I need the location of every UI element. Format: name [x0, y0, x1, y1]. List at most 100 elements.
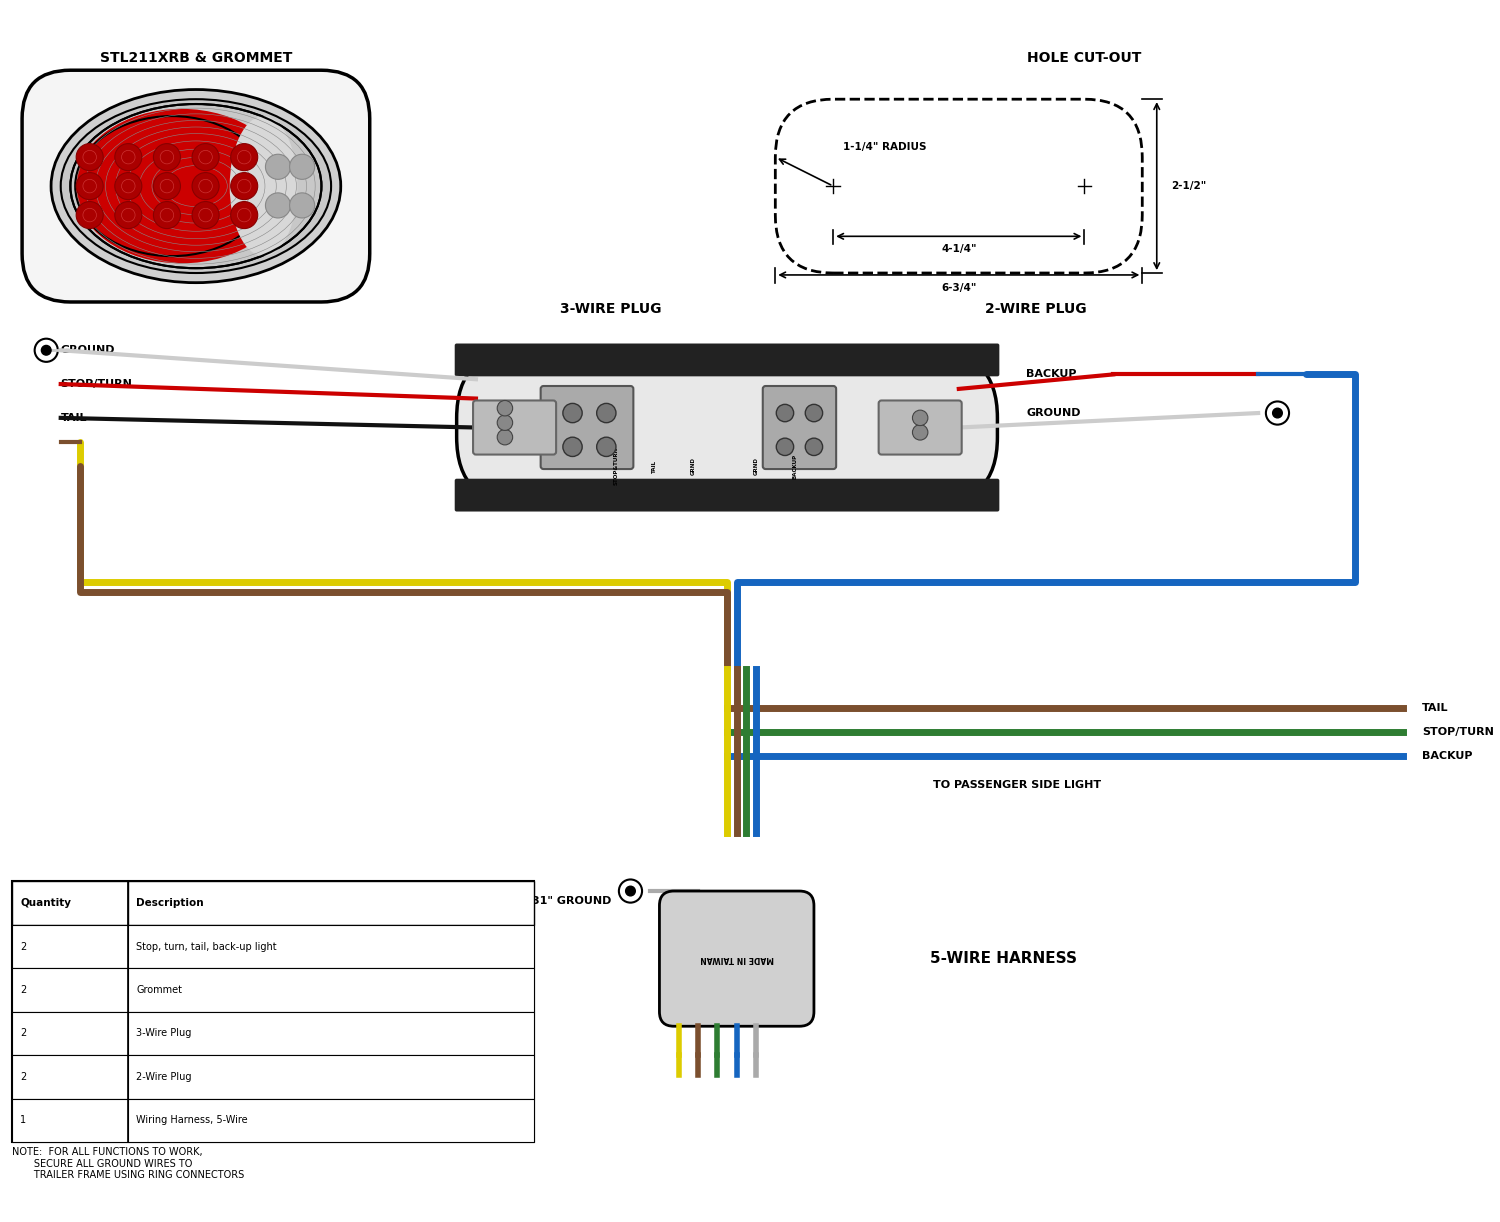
FancyBboxPatch shape	[454, 479, 999, 512]
Text: BACKUP: BACKUP	[1026, 369, 1077, 379]
Circle shape	[626, 886, 636, 896]
Text: GRND: GRND	[753, 457, 759, 475]
Circle shape	[912, 424, 928, 440]
Text: 2-WIRE PLUG: 2-WIRE PLUG	[986, 303, 1088, 316]
Text: Grommet: Grommet	[136, 985, 182, 995]
Text: 2: 2	[20, 1029, 27, 1039]
Text: 3-WIRE PLUG: 3-WIRE PLUG	[561, 303, 662, 316]
Circle shape	[192, 144, 219, 171]
FancyBboxPatch shape	[764, 386, 836, 469]
FancyBboxPatch shape	[22, 70, 369, 302]
Circle shape	[806, 404, 822, 422]
FancyBboxPatch shape	[456, 351, 998, 505]
Circle shape	[496, 401, 513, 415]
Circle shape	[806, 439, 822, 456]
Circle shape	[76, 202, 104, 229]
Text: 2: 2	[20, 985, 27, 995]
Bar	[12, 1099, 129, 1143]
FancyBboxPatch shape	[472, 401, 556, 455]
Text: BACKUP: BACKUP	[1422, 750, 1473, 761]
Circle shape	[266, 154, 291, 180]
Bar	[129, 925, 534, 968]
Text: BACKUP: BACKUP	[792, 453, 796, 479]
Text: STOP&TURN: STOP&TURN	[614, 447, 618, 485]
Circle shape	[1272, 408, 1282, 418]
Circle shape	[597, 437, 616, 457]
Text: MADE IN TAIWAN: MADE IN TAIWAN	[700, 954, 774, 963]
Ellipse shape	[51, 89, 340, 282]
Text: STL211XRB & GROMMET: STL211XRB & GROMMET	[99, 51, 292, 65]
FancyBboxPatch shape	[540, 386, 633, 469]
Circle shape	[76, 144, 104, 171]
Ellipse shape	[75, 116, 268, 257]
Text: Quantity: Quantity	[20, 898, 70, 908]
Circle shape	[192, 202, 219, 229]
Text: 31" GROUND: 31" GROUND	[532, 896, 610, 906]
Text: TO PASSENGER SIDE LIGHT: TO PASSENGER SIDE LIGHT	[933, 780, 1101, 789]
Circle shape	[496, 415, 513, 430]
Text: TAIL: TAIL	[1422, 703, 1449, 712]
Text: GRND: GRND	[690, 457, 696, 475]
Text: GROUND: GROUND	[1026, 408, 1082, 418]
Text: Wiring Harness, 5-Wire: Wiring Harness, 5-Wire	[136, 1116, 248, 1125]
Text: TAIL: TAIL	[60, 413, 87, 423]
Text: 3-Wire Plug: 3-Wire Plug	[136, 1029, 192, 1039]
Text: 2-Wire Plug: 2-Wire Plug	[136, 1072, 192, 1081]
Text: STOP/TURN: STOP/TURN	[60, 379, 132, 389]
FancyBboxPatch shape	[879, 401, 962, 455]
Ellipse shape	[230, 116, 297, 257]
Circle shape	[912, 411, 928, 425]
Circle shape	[290, 193, 315, 218]
Bar	[129, 1012, 534, 1056]
Circle shape	[777, 404, 794, 422]
Text: 1-1/4" RADIUS: 1-1/4" RADIUS	[843, 142, 927, 153]
Text: 1: 1	[20, 1116, 27, 1125]
Text: Stop, turn, tail, back-up light: Stop, turn, tail, back-up light	[136, 942, 276, 952]
Circle shape	[562, 403, 582, 423]
Bar	[12, 881, 129, 925]
Text: 2: 2	[20, 1072, 27, 1081]
Text: 4-1/4": 4-1/4"	[940, 244, 976, 254]
Circle shape	[153, 172, 180, 199]
Text: HOLE CUT-OUT: HOLE CUT-OUT	[1028, 51, 1142, 65]
Circle shape	[116, 144, 142, 171]
Bar	[12, 1056, 129, 1099]
Bar	[129, 881, 534, 925]
Text: 2: 2	[20, 942, 27, 952]
Text: NOTE:  FOR ALL FUNCTIONS TO WORK,
       SECURE ALL GROUND WIRES TO
       TRAIL: NOTE: FOR ALL FUNCTIONS TO WORK, SECURE …	[12, 1147, 244, 1180]
Bar	[129, 1056, 534, 1099]
Text: 6-3/4": 6-3/4"	[940, 282, 976, 293]
Circle shape	[116, 172, 142, 199]
Circle shape	[777, 439, 794, 456]
Circle shape	[192, 172, 219, 199]
Ellipse shape	[75, 109, 288, 264]
Circle shape	[34, 338, 58, 362]
Text: 5-WIRE HARNESS: 5-WIRE HARNESS	[930, 951, 1077, 967]
Circle shape	[620, 880, 642, 903]
Bar	[129, 968, 534, 1012]
Circle shape	[1266, 402, 1288, 424]
Text: 2-1/2": 2-1/2"	[1172, 181, 1206, 191]
Text: TAIL: TAIL	[652, 459, 657, 473]
Circle shape	[231, 144, 258, 171]
Circle shape	[562, 437, 582, 457]
Circle shape	[76, 172, 104, 199]
Bar	[12, 925, 129, 968]
Text: STOP/TURN: STOP/TURN	[1422, 727, 1494, 737]
Circle shape	[266, 193, 291, 218]
Bar	[12, 968, 129, 1012]
Circle shape	[153, 144, 180, 171]
Circle shape	[597, 403, 616, 423]
Ellipse shape	[60, 99, 332, 273]
Bar	[129, 1099, 534, 1143]
Circle shape	[496, 429, 513, 445]
Circle shape	[116, 202, 142, 229]
Bar	[12, 881, 534, 1143]
Circle shape	[231, 202, 258, 229]
Text: Description: Description	[136, 898, 204, 908]
Circle shape	[231, 172, 258, 199]
Circle shape	[42, 346, 51, 356]
Circle shape	[290, 154, 315, 180]
FancyBboxPatch shape	[454, 343, 999, 376]
Bar	[12, 1012, 129, 1056]
